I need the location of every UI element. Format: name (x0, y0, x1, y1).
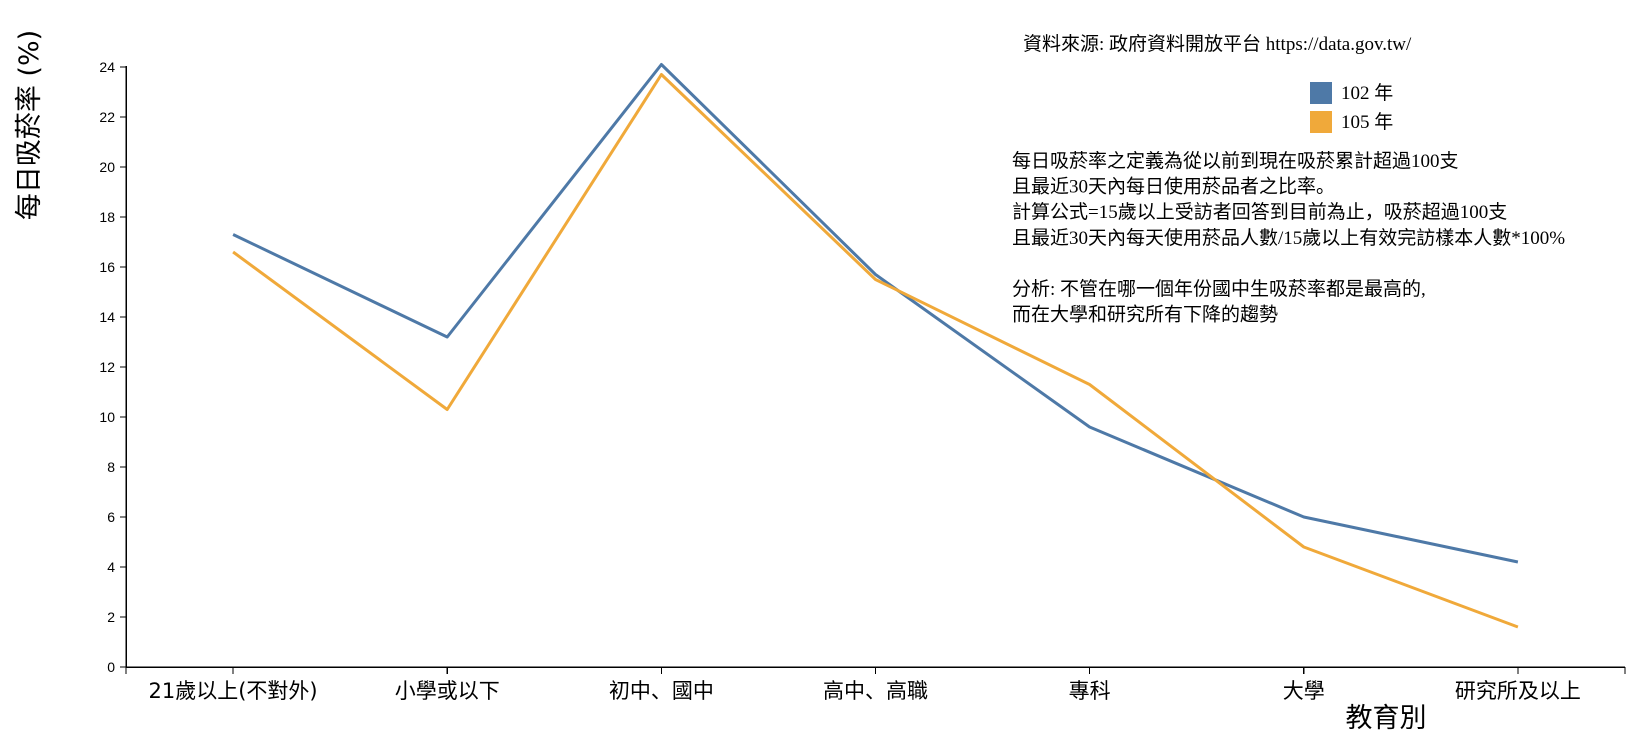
y-tick-label: 18 (99, 209, 115, 225)
series-lines (232, 63, 1519, 629)
legend-swatch (1310, 111, 1332, 133)
y-tick-label: 6 (107, 509, 115, 525)
y-tick-label: 12 (99, 359, 115, 375)
series-line-1 (232, 63, 1519, 564)
x-axis-label: 教育別 (1346, 703, 1427, 734)
legend-swatch (1310, 82, 1332, 104)
y-tick-label: 16 (99, 259, 115, 275)
y-tick-label: 2 (107, 609, 115, 625)
legend-label: 105 年 (1341, 111, 1393, 133)
y-tick-label: 20 (99, 159, 115, 175)
note-line: 而在大學和研究所有下降的趨勢 (1012, 304, 1278, 326)
x-tick-label: 小學或以下 (395, 679, 500, 703)
y-tick-label: 14 (99, 309, 115, 325)
note-line: 每日吸菸率之定義為從以前到現在吸菸累計超過100支 (1012, 150, 1459, 172)
x-axis: 21歲以上(不對外) 小學或以下 初中、國中 高中、高職 專科 大學 研究所及以上 (125, 666, 1626, 703)
legend: 102 年 105 年 (1310, 82, 1393, 133)
series-line-2 (232, 73, 1519, 629)
notes-text: 每日吸菸率之定義為從以前到現在吸菸累計超過100支且最近30天內每日使用菸品者之… (1012, 150, 1565, 326)
x-tick-label: 研究所及以上 (1455, 679, 1581, 703)
y-tick-label: 22 (99, 109, 115, 125)
y-tick-label: 0 (107, 659, 115, 675)
x-tick-label: 高中、高職 (823, 679, 928, 703)
note-line: 計算公式=15歲以上受訪者回答到目前為止，吸菸超過100支 (1012, 201, 1507, 223)
legend-label: 102 年 (1341, 82, 1393, 104)
x-tick-label: 21歲以上(不對外) (149, 679, 318, 703)
data-source-note: 資料來源: 政府資料開放平台 https://data.gov.tw/ (1023, 33, 1412, 55)
note-line: 且最近30天內每日使用菸品者之比率。 (1012, 176, 1335, 198)
y-tick-label: 24 (99, 59, 115, 75)
x-tick-label: 專科 (1069, 679, 1111, 703)
note-line: 且最近30天內每天使用菸品人數/15歲以上有效完訪樣本人數*100% (1012, 227, 1565, 249)
y-tick-label: 8 (107, 459, 115, 475)
y-tick-label: 4 (107, 559, 115, 575)
x-tick-label: 初中、國中 (609, 679, 714, 703)
x-tick-label: 大學 (1283, 679, 1325, 703)
note-line: 分析: 不管在哪一個年份國中生吸菸率都是最高的, (1012, 278, 1426, 300)
y-axis-label: 每日吸菸率 (%) (14, 30, 45, 220)
y-tick-label: 10 (99, 409, 115, 425)
